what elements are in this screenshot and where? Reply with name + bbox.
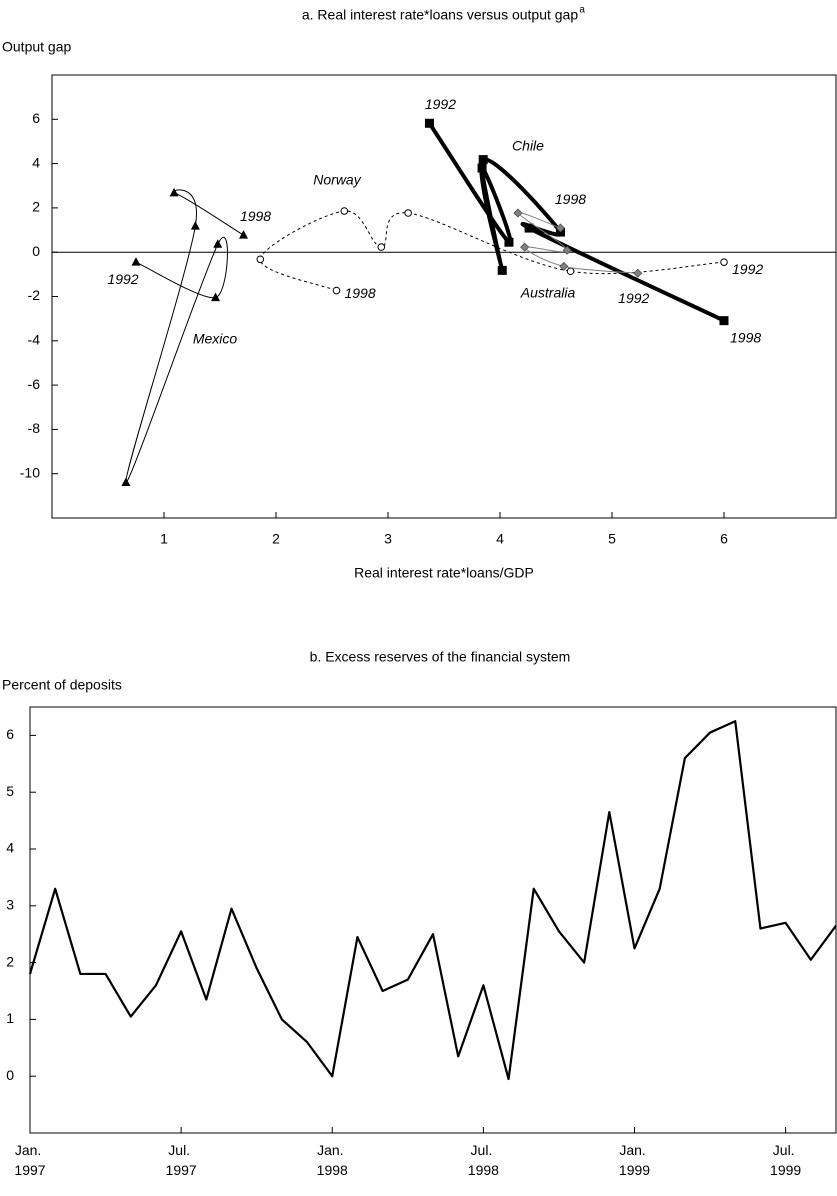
panel-a-title: a. Real interest rate*loans versus outpu… — [302, 7, 578, 23]
marker — [719, 316, 729, 326]
series-line — [427, 122, 725, 323]
x-tick-label: Jan. 1999 — [619, 1142, 650, 1178]
x-tick-label: Jan. 1997 — [14, 1142, 45, 1178]
point-label: 1992 — [732, 261, 763, 277]
point-label: 1992 — [618, 290, 649, 306]
marker — [520, 242, 530, 252]
y-tick-label: 5 — [6, 783, 14, 799]
marker — [477, 163, 487, 173]
marker — [121, 477, 131, 487]
plot-frame — [29, 706, 837, 1134]
point-label: 1998 — [344, 285, 375, 301]
x-tick-label: 6 — [720, 531, 728, 547]
y-tick-label: 0 — [6, 1067, 14, 1083]
marker — [633, 268, 643, 278]
y-tick-label: -4 — [28, 332, 41, 348]
series-name: Norway — [313, 172, 361, 188]
panel-a-y-label: Output gap — [2, 39, 71, 55]
series-name: Australia — [520, 285, 576, 301]
x-tick-label: Jan. 1998 — [317, 1142, 348, 1178]
marker — [256, 255, 265, 264]
x-tick-label: 2 — [272, 531, 280, 547]
panel-b-title: b. Excess reserves of the financial syst… — [310, 649, 571, 665]
y-tick-label: 1 — [6, 1010, 14, 1026]
series-name: Chile — [512, 138, 544, 154]
x-tick-label: 1 — [160, 531, 168, 547]
marker — [190, 221, 200, 230]
title-note: a — [579, 5, 585, 16]
x-tick-label: 3 — [384, 531, 392, 547]
marker — [566, 267, 575, 276]
point-label: 1992 — [425, 96, 456, 112]
marker — [562, 245, 572, 255]
y-tick-label: 2 — [32, 199, 40, 215]
marker — [377, 243, 386, 251]
marker — [497, 265, 507, 275]
y-tick-label: 6 — [32, 110, 40, 126]
y-tick-label: 4 — [6, 840, 14, 856]
y-tick-label: -8 — [28, 420, 41, 436]
plot-frame — [51, 74, 837, 519]
marker — [404, 209, 412, 217]
marker — [239, 230, 249, 239]
series-line — [28, 720, 837, 1081]
point-label: 1998 — [555, 191, 586, 207]
y-tick-label: -6 — [28, 376, 41, 392]
panel-b-y-label: Percent of deposits — [2, 677, 122, 693]
marker — [720, 258, 728, 266]
y-tick-label: 3 — [6, 897, 14, 913]
series-line — [517, 211, 638, 274]
x-tick-label: 5 — [608, 531, 616, 547]
panel-a-x-label: Real interest rate*loans/GDP — [354, 565, 534, 581]
x-tick-label: Jul. 1998 — [468, 1142, 499, 1178]
marker — [213, 239, 223, 248]
y-tick-label: 4 — [32, 154, 40, 170]
marker — [332, 286, 341, 295]
y-tick-label: 2 — [6, 953, 14, 969]
y-tick-label: 6 — [6, 726, 14, 742]
point-label: 1998 — [730, 329, 761, 345]
marker — [478, 155, 488, 165]
marker — [559, 261, 569, 271]
marker — [131, 257, 141, 266]
y-tick-label: 0 — [32, 243, 40, 259]
marker — [424, 118, 434, 128]
marker — [513, 208, 523, 218]
y-tick-label: -10 — [20, 464, 40, 480]
point-label: 1998 — [240, 208, 271, 224]
y-tick-label: -2 — [28, 287, 41, 303]
x-tick-label: 4 — [496, 531, 504, 547]
marker — [504, 237, 514, 247]
marker — [524, 223, 534, 233]
x-tick-label: Jul. 1999 — [770, 1142, 801, 1178]
series-name: Mexico — [193, 331, 238, 347]
x-tick-label: Jul. 1997 — [166, 1142, 197, 1178]
marker — [340, 207, 349, 215]
marker — [169, 187, 179, 197]
marker — [211, 292, 221, 302]
point-label: 1992 — [107, 271, 138, 287]
marker — [555, 223, 565, 233]
